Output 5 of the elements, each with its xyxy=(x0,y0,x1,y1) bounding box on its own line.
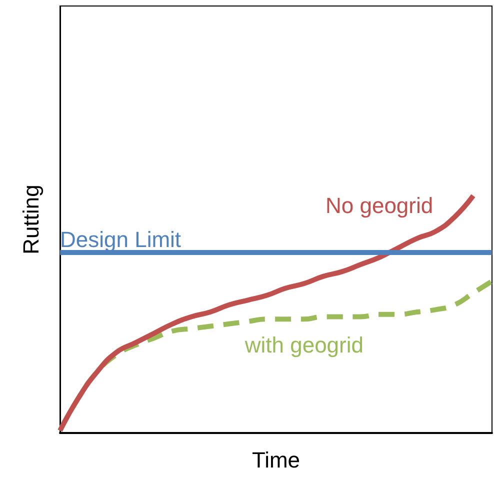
ref-line-label: Design Limit xyxy=(60,227,182,252)
series-label: with geogrid xyxy=(244,332,364,358)
x-axis-title: Time xyxy=(252,448,300,472)
series-label: No geogrid xyxy=(325,192,434,218)
y-axis-title: Rutting xyxy=(18,184,44,254)
